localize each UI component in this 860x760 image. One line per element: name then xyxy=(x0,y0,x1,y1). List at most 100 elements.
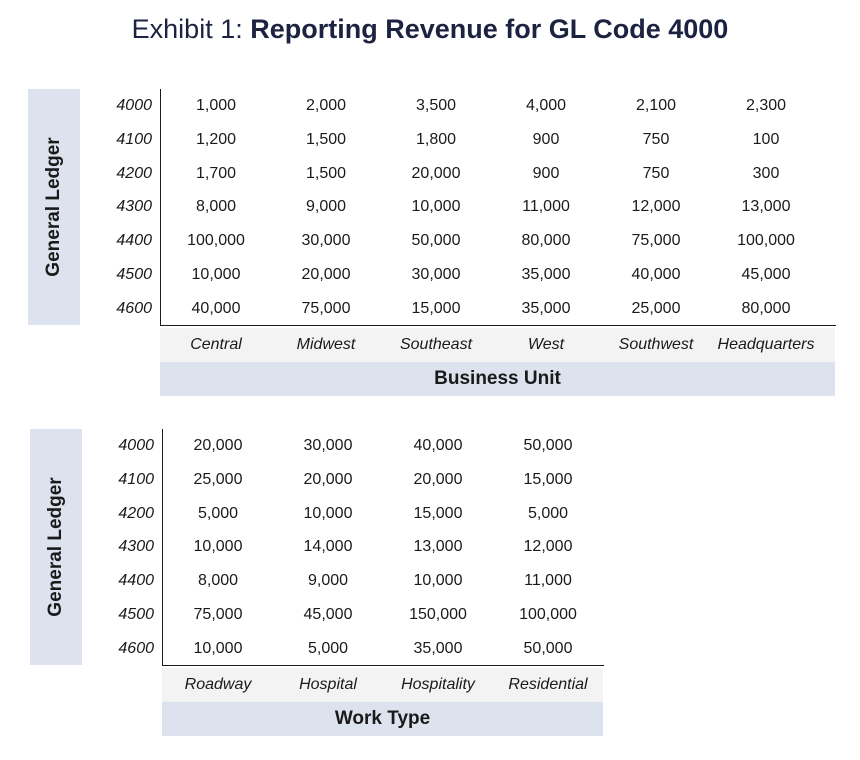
table-cell: 75,000 xyxy=(301,299,351,317)
table-cell: 20,000 xyxy=(413,470,463,488)
table-cell: 10,000 xyxy=(411,198,461,216)
table-cell: 50,000 xyxy=(523,639,573,657)
gl-code: 4100 xyxy=(116,130,152,148)
gl-code: 4000 xyxy=(118,437,154,454)
gl-code: 4500 xyxy=(116,266,152,283)
table-cell: 75,000 xyxy=(631,232,681,250)
table-cell: 1,800 xyxy=(415,130,457,148)
table-cell: 750 xyxy=(642,130,670,148)
column-axis-title: Business Unit xyxy=(160,362,835,396)
table-cell: 20,000 xyxy=(193,437,243,454)
general-ledger-band: General Ledger xyxy=(30,429,82,665)
column-label: Midwest xyxy=(296,336,356,353)
table-cell: 20,000 xyxy=(411,164,461,182)
table-cell: 2,100 xyxy=(635,97,677,114)
table-cell: 13,000 xyxy=(413,538,463,556)
column-label: Hospitality xyxy=(401,676,475,693)
table-cell: 30,000 xyxy=(301,232,351,250)
column-label: Roadway xyxy=(184,676,252,693)
table-cell: 1,000 xyxy=(195,97,237,114)
table-cell: 9,000 xyxy=(305,198,347,216)
table-cell: 1,500 xyxy=(305,130,347,148)
title-bold: Reporting Revenue for GL Code 4000 xyxy=(250,14,729,44)
table-cell: 25,000 xyxy=(193,470,243,488)
table-cell: 13,000 xyxy=(741,198,791,216)
table-cell: 3,500 xyxy=(415,97,457,114)
data-grid xyxy=(162,429,604,666)
table-cell: 900 xyxy=(532,130,560,148)
table-cell: 35,000 xyxy=(521,299,571,317)
title-prefix: Exhibit 1: xyxy=(131,14,251,44)
column-axis-title: Work Type xyxy=(162,702,603,736)
table-cell: 40,000 xyxy=(631,266,681,283)
table-cell: 80,000 xyxy=(741,299,791,317)
general-ledger-band: General Ledger xyxy=(28,89,80,325)
table-cell: 25,000 xyxy=(631,299,681,317)
table-cell: 10,000 xyxy=(193,538,243,556)
table-cell: 750 xyxy=(642,164,670,182)
table-cell: 1,500 xyxy=(305,164,347,182)
table-cell: 11,000 xyxy=(522,198,570,216)
gl-code: 4400 xyxy=(118,572,154,590)
table-cell: 30,000 xyxy=(411,266,461,283)
gl-code: 4200 xyxy=(118,504,154,522)
column-label: Southwest xyxy=(618,336,694,353)
table-cell: 35,000 xyxy=(413,639,463,657)
table-cell: 20,000 xyxy=(301,266,351,283)
table-cell: 45,000 xyxy=(303,606,353,623)
table-cell: 100,000 xyxy=(737,232,795,250)
category-strip xyxy=(162,668,603,702)
gl-code: 4600 xyxy=(116,299,152,317)
gl-code: 4000 xyxy=(116,97,152,114)
table-cell: 1,700 xyxy=(195,164,237,182)
table-cell: 35,000 xyxy=(521,266,571,283)
table-cell: 11,000 xyxy=(524,572,572,590)
table-cell: 10,000 xyxy=(193,639,243,657)
gl-code: 4500 xyxy=(118,606,154,623)
column-label: Headquarters xyxy=(717,336,815,353)
table-cell: 45,000 xyxy=(741,266,791,283)
gl-code: 4300 xyxy=(118,538,154,556)
page-title: Exhibit 1: Reporting Revenue for GL Code… xyxy=(0,14,860,45)
table-cell: 8,000 xyxy=(197,572,239,590)
gl-code: 4600 xyxy=(118,639,154,657)
table-cell: 300 xyxy=(752,164,780,182)
column-label: Central xyxy=(190,336,242,353)
table-cell: 2,000 xyxy=(305,97,347,114)
table-cell: 50,000 xyxy=(411,232,461,250)
gl-code: 4300 xyxy=(116,198,152,216)
table-cell: 4,000 xyxy=(525,97,567,114)
table-cell: 150,000 xyxy=(409,606,467,623)
table-cell: 12,000 xyxy=(523,538,573,556)
table-cell: 900 xyxy=(532,164,560,182)
data-grid xyxy=(160,89,836,326)
table-cell: 20,000 xyxy=(303,470,353,488)
table-cell: 40,000 xyxy=(191,299,241,317)
table-cell: 40,000 xyxy=(413,437,463,454)
table-cell: 15,000 xyxy=(413,504,463,522)
table-cell: 80,000 xyxy=(521,232,571,250)
column-label: Southeast xyxy=(399,336,473,353)
table-cell: 12,000 xyxy=(631,198,681,216)
table-cell: 9,000 xyxy=(307,572,349,590)
table-cell: 50,000 xyxy=(523,437,573,454)
column-label: West xyxy=(527,336,565,353)
table-cell: 10,000 xyxy=(413,572,463,590)
table-cell: 5,000 xyxy=(307,639,349,657)
column-label: Residential xyxy=(508,676,588,693)
table-cell: 14,000 xyxy=(303,538,353,556)
table-cell: 15,000 xyxy=(411,299,461,317)
table-cell: 30,000 xyxy=(303,437,353,454)
general-ledger-label: General Ledger xyxy=(45,477,66,617)
gl-code: 4100 xyxy=(118,470,154,488)
table-cell: 10,000 xyxy=(303,504,353,522)
table-cell: 1,200 xyxy=(195,130,237,148)
general-ledger-label: General Ledger xyxy=(43,137,64,277)
table-cell: 100,000 xyxy=(519,606,577,623)
table-cell: 8,000 xyxy=(195,198,237,216)
table-cell: 75,000 xyxy=(193,606,243,623)
table-cell: 2,300 xyxy=(745,97,787,114)
table-cell: 5,000 xyxy=(197,504,239,522)
gl-code: 4200 xyxy=(116,164,152,182)
column-label: Hospital xyxy=(299,676,357,693)
